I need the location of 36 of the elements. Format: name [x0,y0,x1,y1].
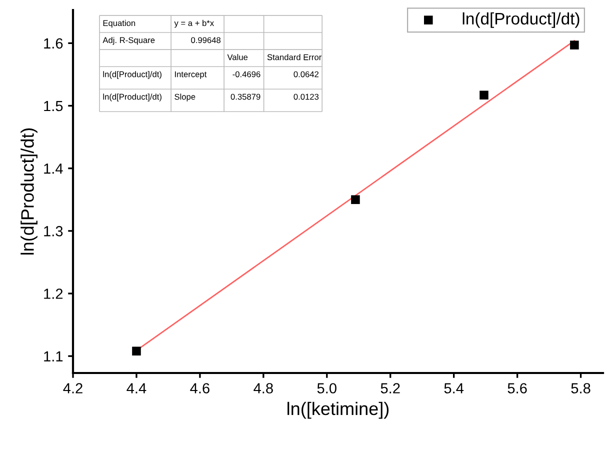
x-tick-label: 4.2 [63,383,82,394]
y-tick-label: 1.5 [44,101,63,112]
x-tick-label: 5.2 [380,383,400,394]
y-tick-label: 1.6 [44,38,63,49]
x-tick-label: 4.6 [190,383,210,394]
annotation: 0.0123 [294,94,319,100]
annotation: Value [227,54,248,60]
annotation: Intercept [175,71,207,79]
annotation: Equation [103,20,136,28]
annotation: -0.4696 [232,71,260,78]
annotation: y = a + b*x [174,20,214,28]
y-tick-label: 1.4 [44,164,63,174]
annotation: 0.0642 [294,71,319,78]
y-axis-title: ln(d[Product]/dt) [20,128,38,255]
x-tick-label: 5.8 [571,383,590,394]
annotation: Adj. R-Square [102,36,155,45]
annotation: ln(d[Product]/dt) [103,94,162,102]
annotation: 0.99648 [191,37,221,44]
y-tick-label: 1.1 [44,351,63,362]
x-tick-label: 4.4 [126,383,146,394]
y-tick-label: 1.2 [44,288,63,299]
point [570,40,579,50]
annotation: 0.35879 [230,94,260,100]
annotation: Standard Error [267,54,322,60]
x-axis-title: ln([ketimine]) [288,402,389,419]
point [132,346,141,356]
point [480,90,488,100]
point [351,195,360,204]
x-tick-label: 5.6 [508,383,527,394]
legend-label: ln(d[Product]/dt) [462,12,580,28]
y-tick-label: 1.3 [44,226,63,236]
annotation: Slope [174,94,196,102]
x-tick-label: 4.8 [254,383,273,394]
x-tick-label: 5.0 [317,383,336,394]
x-tick-label: 5.4 [444,383,464,394]
annotation: ln(d[Product]/dt) [103,71,162,79]
